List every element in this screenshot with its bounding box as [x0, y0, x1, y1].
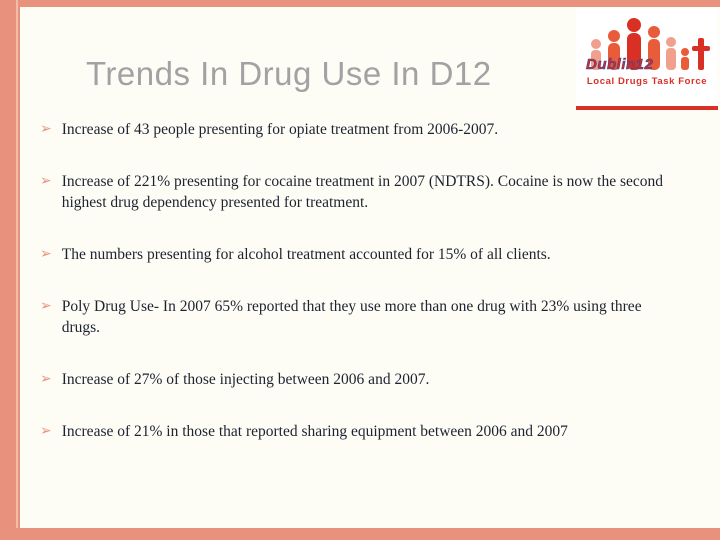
- bullet-list: ➢ Increase of 43 people presenting for op…: [40, 119, 694, 442]
- bullet-text: Poly Drug Use- In 2007 65% reported that…: [61, 298, 642, 336]
- slide-title: Trends In Drug Use In D12: [86, 55, 492, 92]
- logo-title: Dublin12: [586, 56, 654, 74]
- bullet-text: Increase of 21% in those that reported s…: [61, 423, 568, 440]
- bullet-item: ➢ Poly Drug Use- In 2007 65% reported tha…: [40, 296, 694, 338]
- bullet-text: Increase of 43 people presenting for opi…: [61, 121, 499, 138]
- bullet-text: Increase of 221% presenting for cocaine …: [61, 173, 664, 211]
- arrow-bullet-icon: ➢: [40, 246, 52, 262]
- arrow-bullet-icon: ➢: [40, 371, 52, 387]
- slide-top-border: [0, 0, 720, 7]
- slide-content: Trends In Drug Use In D12 ➢ Increase of 4…: [20, 7, 720, 528]
- slide-bottom-border: [0, 528, 720, 540]
- logo-subtitle: Local Drugs Task Force: [586, 76, 708, 87]
- slide-left-border: [0, 0, 20, 540]
- bullet-item: ➢ The numbers presenting for alcohol trea…: [40, 244, 694, 265]
- arrow-bullet-icon: ➢: [40, 298, 52, 314]
- dublin12-logo: Dublin12 Local Drugs Task Force: [576, 8, 718, 110]
- bullet-text: Increase of 27% of those injecting betwe…: [61, 371, 430, 388]
- people-figures-icon: [591, 18, 710, 70]
- arrow-bullet-icon: ➢: [40, 173, 52, 189]
- bullet-item: ➢ Increase of 21% in those that reported …: [40, 421, 694, 442]
- bullet-text: The numbers presenting for alcohol treat…: [61, 246, 551, 263]
- arrow-bullet-icon: ➢: [40, 121, 52, 137]
- bullet-item: ➢ Increase of 221% presenting for cocaine…: [40, 171, 694, 213]
- bullet-item: ➢ Increase of 27% of those injecting betw…: [40, 369, 694, 390]
- arrow-bullet-icon: ➢: [40, 423, 52, 439]
- bullet-item: ➢ Increase of 43 people presenting for op…: [40, 119, 694, 140]
